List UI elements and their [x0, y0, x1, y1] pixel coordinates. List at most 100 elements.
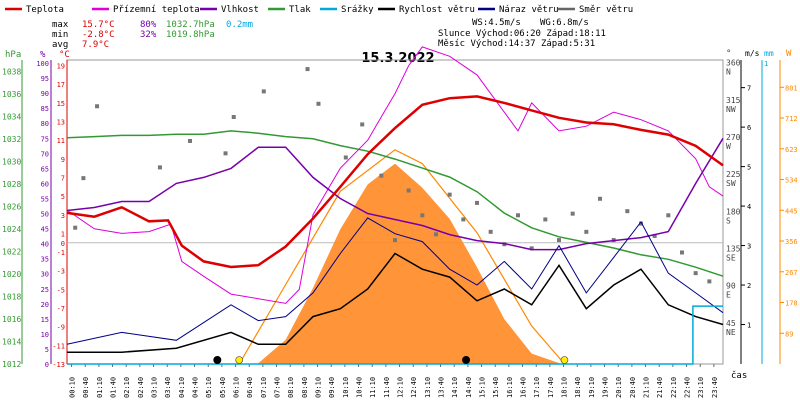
stats-wind-gust: WG:6.8m/s — [540, 18, 589, 28]
legend-label-temperature: Teplota — [26, 5, 64, 15]
wind-direction-point — [223, 151, 228, 156]
tick-direction-cardinal: NE — [726, 328, 736, 337]
tick-ms: 3 — [747, 243, 751, 251]
tick-time: 03:40 — [164, 377, 172, 398]
tick-watts: 267 — [785, 269, 798, 277]
tick-pct: 5 — [45, 346, 49, 354]
stats-max-label: max — [52, 20, 69, 30]
tick-celsius: 1 — [61, 230, 65, 238]
wind-direction-point — [693, 271, 698, 276]
tick-time: 22:10 — [670, 377, 678, 398]
tick-celsius: -11 — [52, 342, 65, 350]
tick-watts: 89 — [785, 330, 793, 338]
wind-direction-point — [157, 165, 162, 170]
chart-title: 15.3.2022 — [361, 51, 434, 66]
wind-direction-point — [639, 221, 643, 226]
axis-unit-time: čas — [731, 370, 747, 381]
tick-time: 04:10 — [178, 377, 186, 398]
sun-marker — [235, 356, 243, 364]
tick-pct: 40 — [41, 241, 49, 249]
tick-time: 16:40 — [520, 377, 528, 398]
tick-celsius: 9 — [61, 156, 65, 164]
tick-celsius: 17 — [57, 81, 65, 89]
tick-celsius: 5 — [61, 193, 65, 201]
tick-ms: 1 — [747, 322, 751, 330]
ground-temperature-line — [66, 46, 724, 304]
legend-label-ground-temp: Přízemní teplota — [113, 5, 200, 15]
tick-time: 10:40 — [356, 377, 364, 398]
wind-direction-point — [680, 250, 684, 255]
axis-unit-celsius: °C — [59, 50, 70, 60]
axis-unit-watts: W — [786, 49, 792, 59]
tick-time: 01:10 — [96, 377, 104, 398]
legend-label-wind-dir: Směr větru — [579, 5, 633, 15]
tick-time: 05:40 — [219, 377, 227, 398]
tick-pct: 45 — [41, 226, 49, 234]
tick-celsius: -7 — [57, 305, 65, 313]
tick-watts: 534 — [785, 177, 798, 185]
tick-pct: 75 — [41, 135, 49, 143]
tick-pct: 30 — [41, 271, 49, 279]
tick-watts: 623 — [785, 146, 798, 154]
tick-watts: 445 — [785, 207, 798, 215]
wind-direction-point — [81, 176, 86, 181]
tick-pct: 35 — [41, 256, 49, 264]
tick-ms: 7 — [747, 85, 751, 93]
tick-time: 07:40 — [274, 377, 282, 398]
tick-pct: 25 — [41, 286, 49, 294]
tick-direction-deg: 90 — [726, 282, 736, 291]
tick-hpa: 1034 — [2, 112, 21, 121]
tick-celsius: -3 — [57, 268, 65, 276]
tick-time: 14:10 — [451, 377, 459, 398]
tick-time: 19:10 — [588, 377, 596, 398]
tick-celsius: 0 — [61, 240, 65, 248]
tick-ms: 6 — [747, 124, 751, 132]
tick-time: 06:40 — [246, 377, 254, 398]
tick-hpa: 1020 — [2, 270, 21, 279]
tick-hpa: 1036 — [2, 90, 21, 99]
wind-direction-point — [488, 229, 493, 234]
tick-time: 11:40 — [383, 377, 391, 398]
tick-pct: 60 — [41, 180, 49, 188]
wind-direction-point — [343, 155, 348, 160]
tick-time: 16:10 — [506, 377, 514, 398]
stats-temp-avg: 7.9°C — [82, 40, 109, 50]
tick-celsius: -9 — [57, 324, 65, 332]
tick-direction-deg: 45 — [726, 319, 736, 328]
tick-time: 19:40 — [602, 377, 610, 398]
tick-direction-cardinal: SE — [726, 253, 736, 262]
stats-moon: Měsíc Východ:14:37 Západ:5:31 — [438, 39, 595, 49]
tick-time: 13:10 — [424, 377, 432, 398]
wind-direction-point — [231, 115, 236, 119]
tick-hpa: 1016 — [2, 315, 21, 324]
tick-time: 20:10 — [615, 377, 623, 398]
wind-direction-point — [420, 213, 425, 218]
stats-temp-max: 15.7°C — [82, 20, 115, 30]
wind-direction-point — [360, 122, 365, 127]
tick-time: 23:40 — [711, 377, 719, 398]
tick-watts: 178 — [785, 300, 798, 308]
tick-pct: 90 — [41, 90, 49, 98]
tick-time: 04:40 — [192, 377, 200, 398]
tick-hpa: 1028 — [2, 180, 21, 189]
tick-pct: 0 — [45, 361, 49, 369]
temperature-line — [66, 95, 724, 269]
tick-time: 00:10 — [69, 377, 77, 398]
tick-time: 12:10 — [397, 377, 405, 398]
wind-direction-point — [188, 138, 192, 143]
tick-time: 00:40 — [82, 377, 90, 398]
tick-celsius: 3 — [61, 212, 65, 220]
axis-unit-mm: mm — [764, 49, 774, 58]
axis-unit-ms: m/s — [745, 49, 760, 58]
tick-time: 02:10 — [123, 377, 131, 398]
stats-sun: Slunce Východ:06:20 Západ:18:11 — [438, 29, 606, 39]
legend-label-wind-gust: Náraz větru — [499, 5, 559, 15]
tick-ms: 4 — [747, 203, 751, 211]
axis-unit-hpa: hPa — [5, 50, 21, 60]
tick-celsius: 19 — [57, 63, 65, 71]
wind-direction-point — [557, 238, 561, 243]
wind-direction-point — [95, 104, 100, 109]
legend: Teplota Přízemní teplota Vlhkost Tlak Sr… — [5, 5, 633, 15]
stats-wind-speed: WS:4.5m/s — [472, 18, 521, 28]
